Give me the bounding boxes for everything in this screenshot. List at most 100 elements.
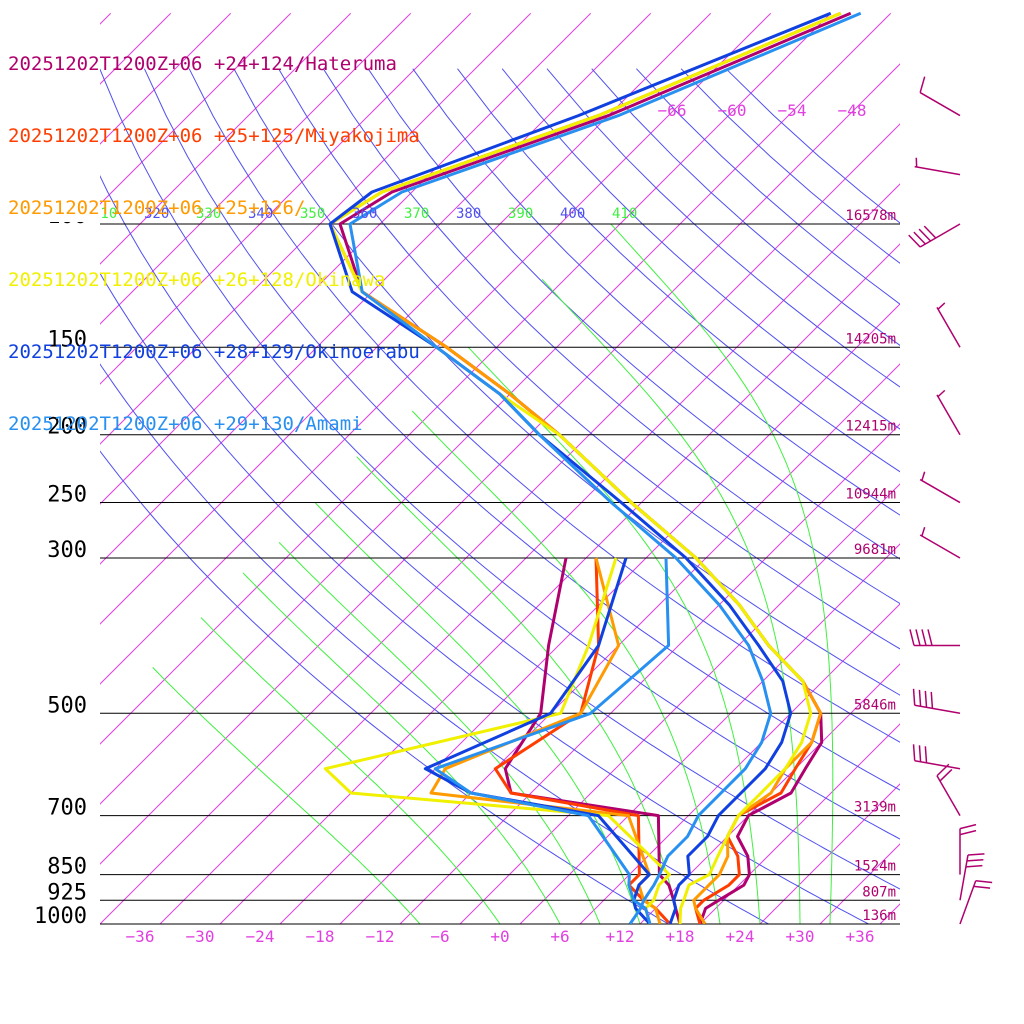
isotherm-label: −48 xyxy=(838,101,867,120)
temperature-tick-label: +18 xyxy=(666,927,695,946)
isotherm-line xyxy=(100,12,892,805)
wind-barb-flag xyxy=(918,745,922,762)
wind-barb-flag xyxy=(921,629,927,646)
moist-adiabat-line xyxy=(411,410,721,924)
isotherm-line xyxy=(399,423,900,924)
moist-adiabat-line xyxy=(541,279,801,924)
wind-barb-flag xyxy=(927,629,933,646)
wind-barb-staff xyxy=(919,534,961,559)
isotherm-line xyxy=(100,63,900,865)
isotherm-line xyxy=(519,543,900,924)
wind-barb-staff xyxy=(936,394,961,436)
temperature-tick-label: +6 xyxy=(550,927,569,946)
moist-adiabat-line xyxy=(200,617,501,924)
wind-barb xyxy=(936,302,961,348)
dewpoint-profile-line xyxy=(433,557,671,924)
wind-barb-staff xyxy=(914,165,961,176)
temperature-tick-label: −12 xyxy=(366,927,395,946)
wind-barb xyxy=(936,389,961,436)
theta-label: 360 xyxy=(352,206,377,222)
theta-label: 380 xyxy=(456,206,481,222)
temperature-tick-label: −30 xyxy=(186,927,215,946)
wind-barb xyxy=(936,763,961,816)
wind-barb-staff xyxy=(936,307,961,348)
wind-barb-flag xyxy=(975,880,993,884)
height-label: 136m xyxy=(862,908,896,924)
wind-barb-flag xyxy=(918,689,922,707)
wind-barb xyxy=(959,853,985,901)
axis-labels: 100150200250300500700850925100016578m142… xyxy=(0,101,896,946)
wind-barb-flag xyxy=(915,629,921,646)
isotherm-line xyxy=(339,363,900,924)
pressure-label: 300 xyxy=(47,538,87,563)
isotherm-line xyxy=(100,12,292,205)
wind-barb-flag xyxy=(912,688,916,706)
wind-barb-flag xyxy=(967,853,985,856)
height-label: 1524m xyxy=(854,859,896,875)
height-label: 5846m xyxy=(854,697,896,713)
pressure-label: 200 xyxy=(47,415,87,440)
temperature-tick-label: +12 xyxy=(606,927,635,946)
legend-entry: 20251202T1200Z+06 +28+129/Okinoerabu xyxy=(8,341,420,363)
wind-barb xyxy=(914,157,961,176)
wind-barb-flag xyxy=(913,231,926,245)
wind-barb xyxy=(919,76,961,117)
theta-label: 370 xyxy=(404,206,429,222)
wind-barb-flag xyxy=(965,864,983,868)
dry-adiabat-line xyxy=(100,175,900,890)
isotherm-line xyxy=(100,12,712,625)
height-label: 14205m xyxy=(845,331,896,347)
temperature-tick-label: −6 xyxy=(430,927,449,946)
legend-entry: 20251202T1200Z+06 +29+130/Amami xyxy=(8,413,363,435)
isotherm-line xyxy=(100,12,832,745)
theta-label: 320 xyxy=(144,206,169,222)
dewpoint-profile-line xyxy=(429,557,662,924)
moist-adiabat-line xyxy=(610,223,834,924)
dry-adiabat-line xyxy=(636,68,900,305)
wind-barb-staff xyxy=(914,759,961,770)
theta-label: 400 xyxy=(560,206,585,222)
temperature-tick-label: +24 xyxy=(726,927,755,946)
pressure-label: 150 xyxy=(47,327,87,352)
dry-adiabat-line xyxy=(412,68,900,516)
wind-barb-flag xyxy=(959,823,977,830)
isotherm-line xyxy=(699,723,900,924)
wind-barb xyxy=(919,526,961,559)
isotherm-line xyxy=(219,243,900,924)
temperature-tick-label: −24 xyxy=(246,927,275,946)
wind-barb-flag xyxy=(959,829,977,836)
wind-barb-flag xyxy=(909,629,915,646)
label-mask xyxy=(0,200,100,222)
wind-barb-staff xyxy=(959,854,969,901)
wind-barb-flag xyxy=(912,744,916,761)
isotherm-line xyxy=(100,123,900,924)
wind-barb xyxy=(919,471,961,504)
isotherm-label: −54 xyxy=(778,101,807,120)
isotherm-label: −66 xyxy=(658,101,687,120)
temperature-tick-label: −18 xyxy=(306,927,335,946)
wind-barb-staff xyxy=(919,223,961,248)
wind-barb-flag xyxy=(923,225,937,239)
dry-adiabat-line xyxy=(591,68,900,346)
isotherm-line xyxy=(100,12,592,505)
isobars xyxy=(100,223,900,925)
temperature-tick-label: +0 xyxy=(490,927,509,946)
wind-barb-flag xyxy=(924,746,928,763)
isotherm-line xyxy=(100,12,652,565)
legend-entry: 20251202T1200Z+06 +24+124/Hateruma xyxy=(8,53,397,75)
height-label: 16578m xyxy=(845,208,896,224)
wind-barb-half-flag xyxy=(921,471,926,481)
isotherm-line xyxy=(100,12,472,385)
legend-entry: 20251202T1200Z+06 +25+126/ xyxy=(8,197,306,219)
wind-barb-flag xyxy=(918,228,932,242)
theta-label: 410 xyxy=(612,206,637,222)
wind-barb xyxy=(912,744,961,770)
moist-adiabat-line xyxy=(152,667,421,924)
wind-barb xyxy=(959,823,977,875)
dry-adiabat-line xyxy=(233,68,900,696)
wind-barb-flag xyxy=(924,690,928,708)
moist-adiabat-line xyxy=(314,502,641,924)
temperature-tick-label: +36 xyxy=(846,927,875,946)
wind-barb-staff xyxy=(959,880,977,925)
